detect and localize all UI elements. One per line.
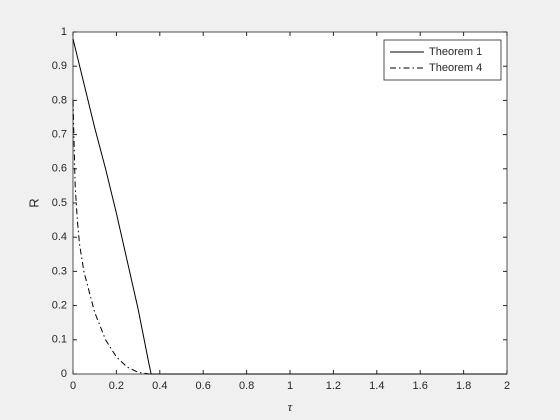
- y-tick-label: 0.7: [52, 129, 67, 141]
- y-tick-label: 1: [61, 26, 67, 38]
- x-tick-label: 0.8: [239, 380, 254, 392]
- y-tick-label: 0.4: [52, 231, 67, 243]
- x-tick-label: 1.8: [456, 380, 471, 392]
- x-tick-label: 0: [70, 380, 76, 392]
- y-tick-label: 0.8: [52, 94, 67, 106]
- x-tick-label: 1.6: [413, 380, 428, 392]
- x-tick-label: 0.4: [152, 380, 167, 392]
- x-tick-label: 1: [287, 380, 293, 392]
- y-tick-label: 0: [61, 368, 67, 380]
- x-tick-label: 2: [504, 380, 510, 392]
- x-axis-label: τ: [288, 399, 294, 414]
- x-tick-label: 0.6: [196, 380, 211, 392]
- x-tick-label: 0.2: [109, 380, 124, 392]
- legend-label: Theorem 4: [429, 62, 482, 74]
- x-tick-label: 1.2: [326, 380, 341, 392]
- y-tick-label: 0.1: [52, 334, 67, 346]
- y-tick-label: 0.2: [52, 300, 67, 312]
- legend-label: Theorem 1: [429, 46, 482, 58]
- x-tick-label: 1.4: [369, 380, 384, 392]
- legend-box: [383, 39, 502, 81]
- y-tick-label: 0.3: [52, 265, 67, 277]
- y-tick-label: 0.5: [52, 197, 67, 209]
- y-axis-label: R: [26, 198, 41, 207]
- series-line: [72, 38, 507, 375]
- y-tick-label: 0.9: [52, 60, 67, 72]
- plot-area: [72, 31, 508, 375]
- y-tick-label: 0.6: [52, 163, 67, 175]
